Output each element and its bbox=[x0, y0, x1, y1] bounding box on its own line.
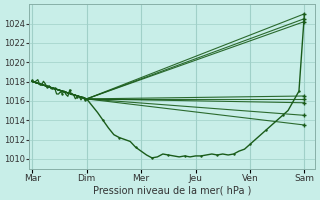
X-axis label: Pression niveau de la mer( hPa ): Pression niveau de la mer( hPa ) bbox=[93, 186, 252, 196]
